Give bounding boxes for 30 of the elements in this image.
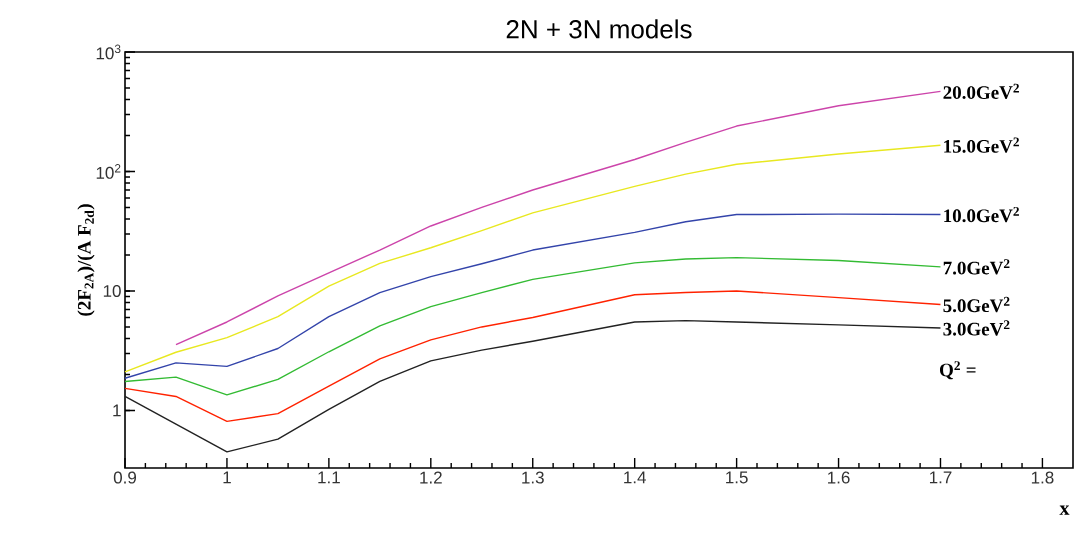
line-series bbox=[124, 213, 942, 379]
x-tick-label: 1.4 bbox=[624, 471, 646, 484]
x-tick-label: 1.8 bbox=[1031, 471, 1054, 484]
annotation: Q$^{2}$ = bbox=[940, 361, 976, 380]
line-series bbox=[124, 144, 942, 373]
line-series bbox=[124, 290, 942, 423]
y-tick-label: 10$^{3}$ bbox=[96, 44, 121, 60]
x-axis-title: x bbox=[1059, 505, 1070, 515]
chart-title: 2N + 3N models bbox=[506, 19, 692, 39]
x-tick-label: 1.1 bbox=[318, 471, 340, 484]
line-series bbox=[175, 90, 942, 346]
series-label: 15.0GeV$^{2}$ bbox=[944, 137, 1019, 153]
x-tick-label: 0.9 bbox=[113, 471, 137, 484]
x-tick-label: 1.7 bbox=[929, 471, 952, 484]
series-label: 10.0GeV$^{2}$ bbox=[944, 206, 1019, 223]
series-label: 5.0GeV$^{2}$ bbox=[943, 296, 1010, 313]
line-series bbox=[124, 256, 942, 396]
line-series bbox=[124, 319, 942, 453]
y-axis-title: (2F$_{2A}$)/(A F$_{2d}$) bbox=[77, 204, 95, 316]
y-tick-label: 10 bbox=[103, 284, 121, 297]
x-tick-label: 1.6 bbox=[828, 471, 850, 484]
series-label: 7.0GeV$^{2}$ bbox=[943, 259, 1010, 275]
x-tick-label: 1 bbox=[223, 471, 231, 484]
x-tick-label: 1.5 bbox=[726, 471, 748, 484]
x-tick-label: 1.2 bbox=[420, 471, 442, 484]
y-tick-label: 1 bbox=[113, 404, 121, 417]
series-label: 3.0GeV$^{2}$ bbox=[943, 320, 1010, 336]
series-label: 20.0GeV$^{2}$ bbox=[943, 83, 1019, 100]
x-tick-label: 1.3 bbox=[522, 471, 544, 484]
y-tick-label: 10$^{2}$ bbox=[96, 164, 121, 179]
